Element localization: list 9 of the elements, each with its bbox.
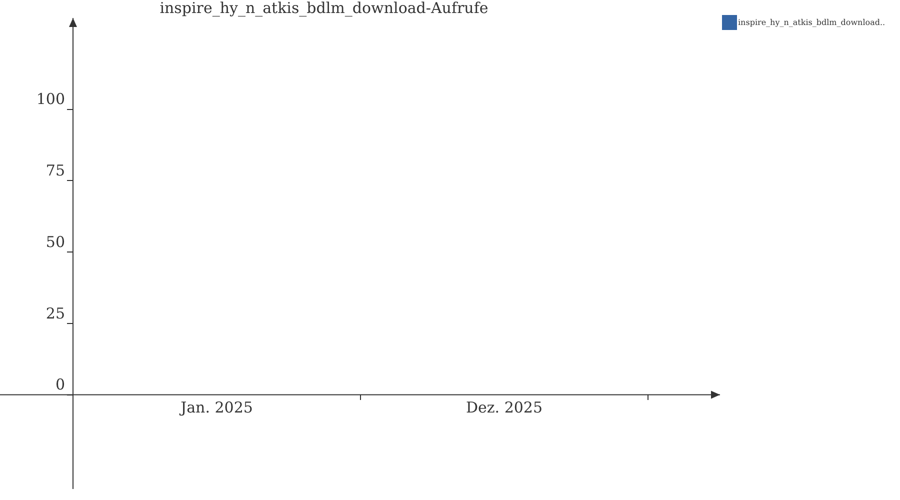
x-tick-label: Dez. 2025	[466, 398, 543, 417]
x-tick-label: Jan. 2025	[178, 398, 253, 417]
y-tick-label: 0	[55, 376, 65, 394]
y-tick-label: 100	[36, 90, 65, 108]
legend-label: inspire_hy_n_atkis_bdlm_download..	[738, 18, 886, 27]
chart-title: inspire_hy_n_atkis_bdlm_download-Aufrufe	[160, 0, 488, 17]
y-tick-label: 75	[46, 162, 65, 180]
y-tick-label: 25	[46, 304, 65, 322]
y-tick-label: 50	[46, 232, 65, 251]
